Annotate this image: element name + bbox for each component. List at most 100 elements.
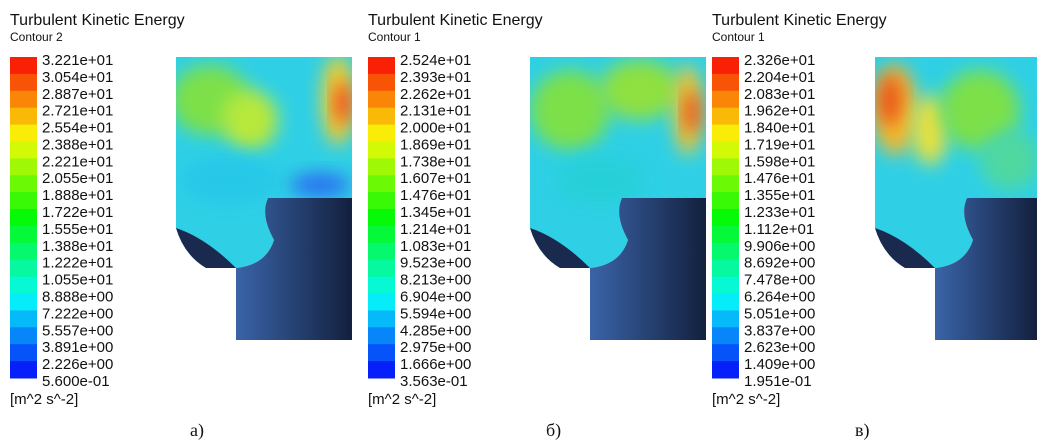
colorbar-label: 1.719e+01	[744, 136, 815, 153]
colorbar-band	[10, 209, 37, 227]
field-blob	[530, 70, 610, 150]
colorbar-band	[712, 242, 739, 261]
colorbar-band	[10, 192, 37, 210]
colorbar-label: 1.476e+01	[400, 187, 471, 204]
colorbar-label: 1.888e+01	[42, 187, 113, 204]
panel-title: Turbulent Kinetic Energy	[712, 12, 887, 29]
unit-label: [m^2 s^-2]	[10, 391, 78, 408]
colorbar-band	[368, 57, 395, 75]
colorbar-band	[712, 310, 739, 328]
colorbar-label: 2.131e+01	[400, 103, 471, 120]
colorbar-label: 1.598e+01	[744, 153, 815, 170]
colorbar-label: 3.221e+01	[42, 52, 113, 69]
colorbar-label: 1.869e+01	[400, 136, 471, 153]
colorbar-band	[712, 361, 739, 379]
colorbar-band	[712, 57, 739, 75]
colorbar-label: 7.478e+00	[744, 272, 815, 289]
panel-title: Turbulent Kinetic Energy	[368, 12, 543, 29]
colorbar-label: 2.221e+01	[42, 153, 113, 170]
colorbar-band	[10, 344, 37, 362]
colorbar-label: 1.055e+01	[42, 272, 113, 289]
colorbar-label: 1.222e+01	[42, 255, 113, 272]
field-blob	[180, 155, 280, 205]
field-blob	[685, 90, 699, 134]
colorbar-label: 2.393e+01	[400, 69, 471, 86]
colorbar-label: 2.326e+01	[744, 52, 815, 69]
unit-label: [m^2 s^-2]	[368, 391, 436, 408]
colorbar-band	[368, 124, 395, 142]
colorbar-label: 1.722e+01	[42, 204, 113, 221]
colorbar-label: 8.888e+00	[42, 288, 113, 305]
colorbar-band	[10, 361, 37, 379]
colorbar-band	[10, 73, 37, 92]
colorbar-band	[368, 107, 395, 126]
colorbar-band	[712, 107, 739, 126]
colorbar-label: 2.721e+01	[42, 103, 113, 120]
panel-subtitle: Contour 1	[712, 30, 765, 44]
colorbar-band	[10, 141, 37, 159]
solid-cap	[530, 228, 590, 268]
colorbar-label: 1.112e+01	[744, 221, 814, 238]
colorbar-label: 1.355e+01	[744, 187, 815, 204]
solid-body	[935, 198, 1037, 340]
colorbar-label: 1.345e+01	[400, 204, 471, 221]
colorbar-label: 1.214e+01	[400, 221, 471, 238]
colorbar-label: 2.055e+01	[42, 170, 113, 187]
colorbar-band	[368, 344, 395, 362]
colorbar-label: 1.555e+01	[42, 221, 113, 238]
colorbar-band	[368, 327, 395, 345]
colorbar-label: 7.222e+00	[42, 305, 113, 322]
colorbar-label: 2.554e+01	[42, 120, 113, 137]
solid-body	[590, 198, 706, 340]
colorbar-band	[712, 175, 739, 193]
colorbar-band	[10, 293, 37, 311]
colorbar-label: 1.083e+01	[400, 238, 471, 255]
colorbar-label: 3.563e-01	[400, 373, 468, 390]
colorbar-band	[368, 293, 395, 311]
colorbar-band	[712, 73, 739, 92]
solid-cap	[176, 228, 236, 268]
colorbar-band	[712, 276, 739, 295]
field-blob	[290, 173, 350, 197]
colorbar-label: 2.226e+00	[42, 356, 113, 373]
colorbar-band	[10, 259, 37, 278]
colorbar-label: 1.409e+00	[744, 356, 815, 373]
field-blob	[600, 60, 680, 120]
colorbar-label: 2.262e+01	[400, 86, 471, 103]
solid-cap	[875, 228, 935, 268]
colorbar-label: 5.051e+00	[744, 305, 815, 322]
colorbar-label: 1.962e+01	[744, 103, 815, 120]
colorbar-label: 2.388e+01	[42, 136, 113, 153]
colorbar-band	[10, 57, 37, 75]
colorbar-band	[10, 107, 37, 126]
colorbar-band	[10, 276, 37, 295]
panel-subtitle: Contour 1	[368, 30, 421, 44]
field-blob	[912, 95, 948, 165]
colorbar-label: 2.524e+01	[400, 52, 471, 69]
colorbar-label: 2.083e+01	[744, 86, 815, 103]
field-blob	[878, 74, 902, 126]
field-blob	[980, 130, 1037, 190]
colorbar-label: 5.594e+00	[400, 305, 471, 322]
colorbar-band	[10, 90, 37, 109]
colorbar-band	[712, 344, 739, 362]
colorbar-band	[368, 73, 395, 92]
unit-label: [m^2 s^-2]	[712, 391, 780, 408]
colorbar-label: 1.388e+01	[42, 238, 113, 255]
colorbar-label: 3.891e+00	[42, 339, 113, 356]
colorbar-label: 2.204e+01	[744, 69, 815, 86]
colorbar-band	[368, 259, 395, 278]
colorbar-band	[10, 124, 37, 142]
colorbar-band	[368, 175, 395, 193]
colorbar-band	[712, 124, 739, 142]
colorbar-label: 1.738e+01	[400, 153, 471, 170]
colorbar-label: 4.285e+00	[400, 322, 471, 339]
colorbar-band	[368, 158, 395, 176]
colorbar-band	[368, 242, 395, 261]
colorbar-band	[10, 158, 37, 176]
colorbar-band	[712, 141, 739, 159]
colorbar-band	[712, 209, 739, 227]
